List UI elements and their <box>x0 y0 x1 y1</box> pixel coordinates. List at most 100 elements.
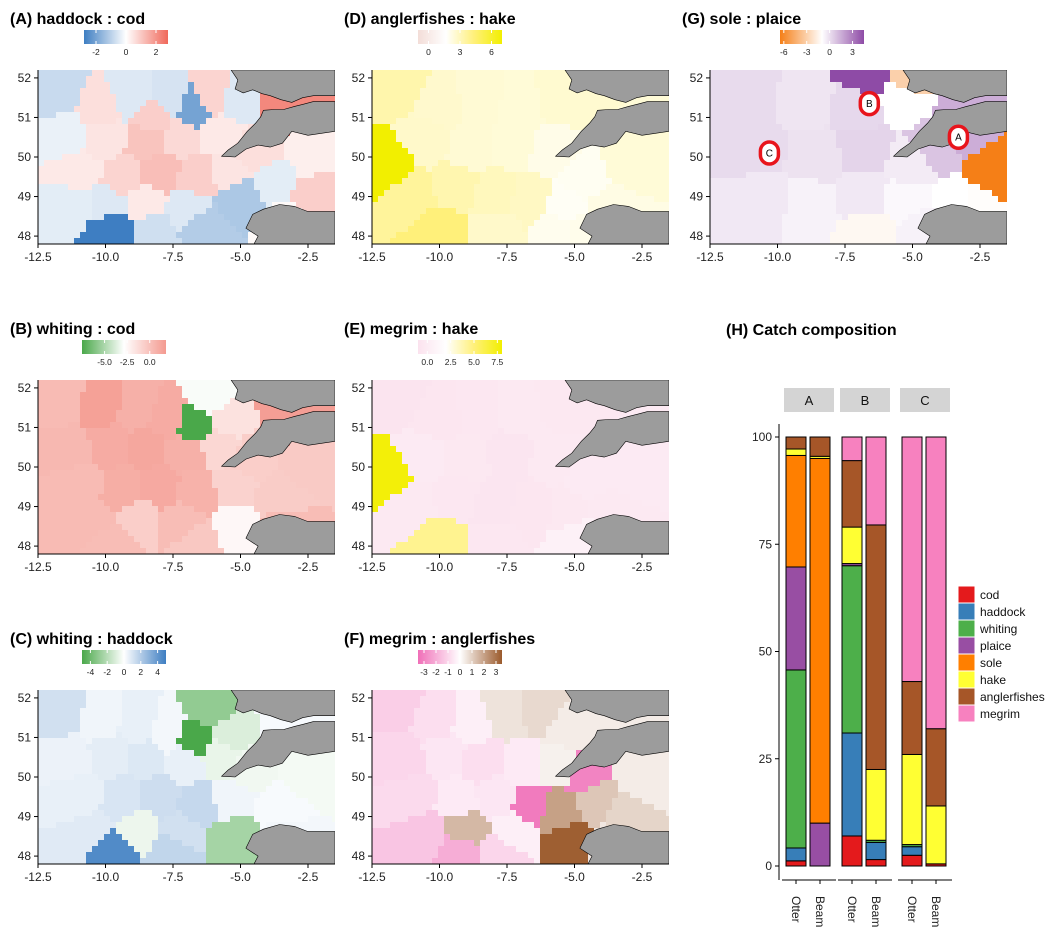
voronoi-cell <box>480 82 487 89</box>
voronoi-cell <box>38 136 45 143</box>
voronoi-cell <box>866 208 873 215</box>
voronoi-cell <box>182 398 189 405</box>
voronoi-cell <box>504 70 511 77</box>
voronoi-cell <box>200 226 207 233</box>
voronoi-cell <box>812 226 819 233</box>
voronoi-cell <box>558 202 565 209</box>
voronoi-cell <box>188 190 195 197</box>
voronoi-cell <box>194 410 201 417</box>
voronoi-cell <box>62 190 69 197</box>
voronoi-cell <box>450 190 457 197</box>
voronoi-cell <box>302 178 309 185</box>
voronoi-cell <box>230 136 237 143</box>
voronoi-cell <box>206 196 213 203</box>
voronoi-cell <box>468 202 475 209</box>
voronoi-cell <box>158 422 165 429</box>
voronoi-cell <box>450 100 457 107</box>
voronoi-cell <box>576 94 583 101</box>
voronoi-cell <box>510 208 517 215</box>
voronoi-cell <box>384 130 391 137</box>
voronoi-cell <box>104 166 111 173</box>
voronoi-cell <box>302 202 309 209</box>
voronoi-cell <box>158 94 165 101</box>
voronoi-cell <box>128 410 135 417</box>
voronoi-cell <box>432 166 439 173</box>
voronoi-cell <box>492 232 499 239</box>
voronoi-cell <box>510 202 517 209</box>
voronoi-cell <box>86 398 93 405</box>
voronoi-cell <box>974 184 981 191</box>
voronoi-cell <box>188 380 195 387</box>
voronoi-cell <box>396 214 403 221</box>
voronoi-cell <box>642 196 649 203</box>
voronoi-cell <box>62 404 69 411</box>
voronoi-cell <box>68 398 75 405</box>
voronoi-cell <box>110 410 117 417</box>
voronoi-cell <box>474 208 481 215</box>
voronoi-cell <box>254 106 261 113</box>
voronoi-cell <box>44 160 51 167</box>
voronoi-cell <box>666 166 673 173</box>
voronoi-cell <box>710 112 717 119</box>
voronoi-cell <box>998 172 1005 179</box>
voronoi-cell <box>860 136 867 143</box>
voronoi-cell <box>540 220 547 227</box>
voronoi-cell <box>402 226 409 233</box>
voronoi-cell <box>242 190 249 197</box>
voronoi-cell <box>164 88 171 95</box>
voronoi-cell <box>152 106 159 113</box>
voronoi-cell <box>462 76 469 83</box>
voronoi-cell <box>38 172 45 179</box>
voronoi-cell <box>914 160 921 167</box>
voronoi-cell <box>498 226 505 233</box>
voronoi-cell <box>648 166 655 173</box>
voronoi-cell <box>390 88 397 95</box>
voronoi-cell <box>62 106 69 113</box>
voronoi-cell <box>752 118 759 125</box>
voronoi-cell <box>62 172 69 179</box>
voronoi-cell <box>122 220 129 227</box>
voronoi-cell <box>878 196 885 203</box>
voronoi-cell <box>842 142 849 149</box>
voronoi-cell <box>956 160 963 167</box>
voronoi-cell <box>242 160 249 167</box>
voronoi-cell <box>498 154 505 161</box>
voronoi-cell <box>824 226 831 233</box>
voronoi-cell <box>818 232 825 239</box>
voronoi-cell <box>140 136 147 143</box>
voronoi-cell <box>378 124 385 131</box>
voronoi-cell <box>290 136 297 143</box>
voronoi-cell <box>546 166 553 173</box>
voronoi-cell <box>546 76 553 83</box>
voronoi-cell <box>326 184 333 191</box>
voronoi-cell <box>182 434 189 441</box>
voronoi-cell <box>242 112 249 119</box>
voronoi-cell <box>534 124 541 131</box>
voronoi-cell <box>956 166 963 173</box>
voronoi-cell <box>444 160 451 167</box>
voronoi-cell <box>456 226 463 233</box>
voronoi-cell <box>510 166 517 173</box>
voronoi-cell <box>176 416 183 423</box>
voronoi-cell <box>540 76 547 83</box>
voronoi-cell <box>206 136 213 143</box>
voronoi-cell <box>546 94 553 101</box>
voronoi-cell <box>218 160 225 167</box>
voronoi-cell <box>38 94 45 101</box>
voronoi-cell <box>486 184 493 191</box>
voronoi-cell <box>504 88 511 95</box>
voronoi-cell <box>746 202 753 209</box>
voronoi-cell <box>128 416 135 423</box>
voronoi-cell <box>248 166 255 173</box>
voronoi-cell <box>426 124 433 131</box>
voronoi-cell <box>606 166 613 173</box>
voronoi-cell <box>236 208 243 215</box>
voronoi-cell <box>444 130 451 137</box>
voronoi-cell <box>866 124 873 131</box>
voronoi-cell <box>956 154 963 161</box>
voronoi-cell <box>194 190 201 197</box>
voronoi-cell <box>788 76 795 83</box>
voronoi-cell <box>122 178 129 185</box>
voronoi-cell <box>926 148 933 155</box>
voronoi-cell <box>86 416 93 423</box>
